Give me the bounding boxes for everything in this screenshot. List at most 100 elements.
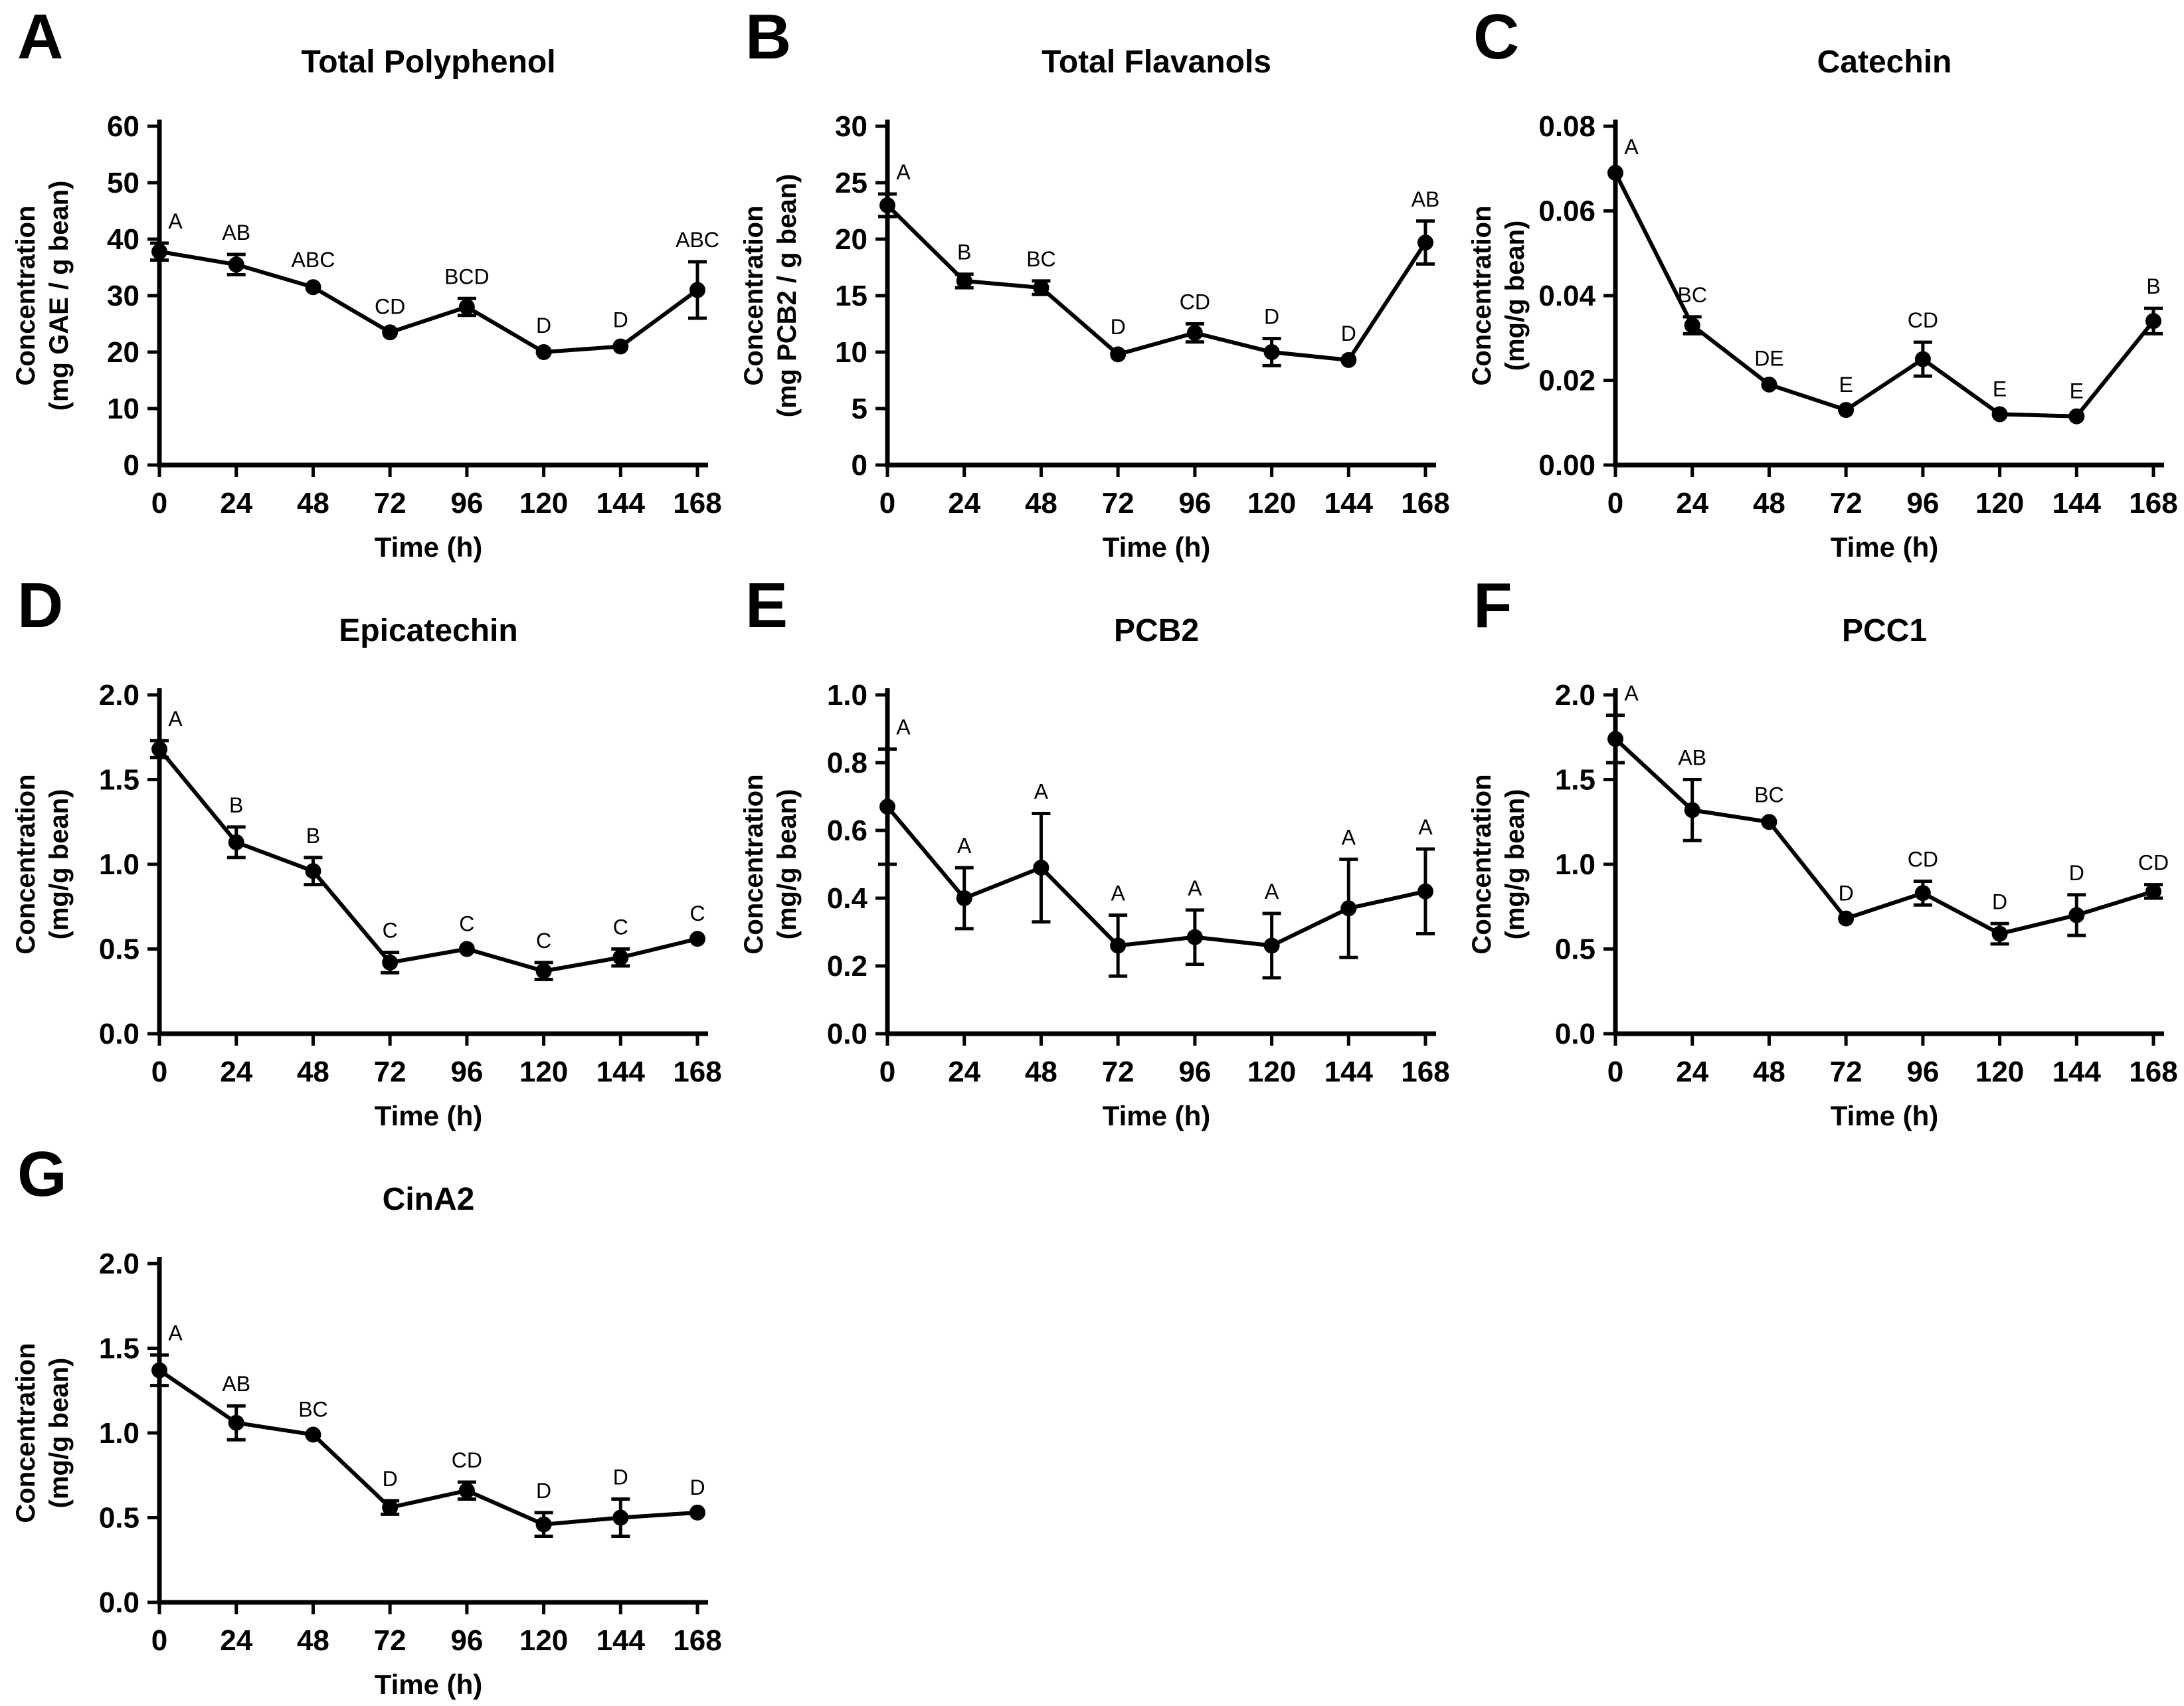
svg-text:120: 120 (1247, 1056, 1296, 1088)
svg-text:25: 25 (835, 167, 867, 199)
svg-text:ABC: ABC (292, 248, 335, 272)
svg-text:BC: BC (1677, 283, 1706, 307)
svg-text:0.5: 0.5 (1555, 933, 1595, 966)
svg-text:120: 120 (1247, 487, 1296, 520)
svg-text:A: A (168, 1321, 183, 1345)
panel-letter-d: D (17, 570, 64, 641)
svg-text:C: C (459, 911, 474, 935)
svg-text:D: D (1264, 305, 1279, 329)
svg-text:0: 0 (1607, 487, 1623, 520)
svg-text:0: 0 (852, 449, 867, 482)
svg-text:D: D (689, 1475, 705, 1499)
svg-text:72: 72 (374, 1056, 407, 1088)
panel-letter-e: E (745, 570, 788, 641)
svg-text:D: D (1992, 890, 2007, 913)
svg-text:D: D (1839, 882, 1854, 905)
line-chart-total-polyphenol: 0 10 20 30 40 50 60 0 24 48 72 96 120 144 168 Time (h) C… (11, 110, 722, 563)
svg-text:0.06: 0.06 (1538, 195, 1595, 228)
svg-text:0: 0 (879, 1056, 895, 1088)
svg-text:120: 120 (1975, 1056, 2024, 1088)
svg-text:D: D (2069, 861, 2084, 885)
svg-text:48: 48 (297, 1056, 329, 1088)
svg-text:E: E (2070, 379, 2084, 403)
svg-text:0.2: 0.2 (827, 950, 867, 983)
panel-e: E PCB2 0.0 0.2 0.4 0.6 0.8 1.0 0 24 48 72 96 120 144… (728, 569, 1456, 1137)
svg-text:0.5: 0.5 (99, 1502, 139, 1535)
svg-text:0.8: 0.8 (827, 747, 867, 779)
svg-text:Time (h): Time (h) (375, 531, 483, 563)
svg-text:144: 144 (1324, 487, 1374, 520)
svg-text:72: 72 (1102, 487, 1135, 520)
svg-text:D: D (383, 1467, 398, 1491)
svg-text:(mg/g bean): (mg/g bean) (45, 1358, 74, 1509)
svg-text:30: 30 (835, 110, 867, 143)
svg-text:10: 10 (107, 393, 139, 425)
svg-text:72: 72 (1102, 1056, 1135, 1088)
svg-text:(mg/g bean): (mg/g bean) (45, 789, 74, 940)
svg-text:48: 48 (1025, 487, 1057, 520)
svg-text:BCD: BCD (444, 264, 490, 288)
svg-text:A: A (1624, 682, 1639, 706)
svg-text:C: C (689, 901, 705, 925)
panel-a: A Total Polyphenol 0 10 20 30 40 50 60 0 24 48 72 9… (0, 0, 728, 569)
svg-text:96: 96 (450, 487, 483, 520)
panel-d: D Epicatechin 0.0 0.5 1.0 1.5 2.0 0 24 48 72 96 12… (0, 569, 728, 1137)
svg-text:96: 96 (1178, 1056, 1211, 1088)
svg-text:1.0: 1.0 (99, 1417, 139, 1450)
svg-text:D: D (613, 308, 628, 332)
svg-text:Concentration: Concentration (1467, 774, 1497, 954)
svg-text:BC: BC (1026, 247, 1055, 271)
svg-text:A: A (896, 715, 911, 739)
svg-text:48: 48 (1753, 1056, 1785, 1088)
svg-text:144: 144 (596, 1624, 646, 1657)
svg-text:ABC: ABC (676, 228, 719, 252)
svg-text:A: A (168, 707, 183, 731)
line-chart-catechin: 0.00 0.02 0.04 0.06 0.08 0 24 48 72 96 120 144 168 Ti… (1467, 110, 2178, 563)
svg-text:Concentration: Concentration (11, 774, 41, 954)
svg-text:A: A (168, 209, 183, 233)
svg-text:B: B (2146, 274, 2160, 298)
svg-text:144: 144 (596, 1056, 646, 1088)
chart-title-total-flavanols: Total Flavanols (1042, 45, 1271, 80)
svg-text:(mg GAE / g bean): (mg GAE / g bean) (45, 181, 74, 411)
svg-text:0.00: 0.00 (1538, 449, 1595, 482)
svg-text:D: D (1111, 315, 1126, 339)
svg-text:CD: CD (1908, 308, 1938, 332)
svg-text:1.5: 1.5 (99, 1333, 139, 1365)
svg-text:168: 168 (2129, 1056, 2177, 1088)
chart-title-pcb2: PCB2 (1113, 613, 1200, 648)
svg-text:24: 24 (220, 1056, 252, 1088)
svg-text:168: 168 (1401, 1056, 1449, 1088)
svg-text:168: 168 (673, 487, 721, 520)
svg-text:40: 40 (107, 223, 139, 256)
svg-text:0: 0 (124, 449, 139, 482)
svg-text:144: 144 (2052, 1056, 2102, 1088)
svg-text:96: 96 (1178, 487, 1211, 520)
line-chart-epicatechin: 0.0 0.5 1.0 1.5 2.0 0 24 48 72 96 120 144 168 Time (h… (11, 679, 722, 1131)
chart-title-epicatechin: Epicatechin (339, 613, 518, 648)
svg-text:AB: AB (222, 1372, 250, 1396)
svg-text:48: 48 (297, 487, 329, 520)
svg-text:0.0: 0.0 (1555, 1018, 1595, 1050)
svg-text:CD: CD (1908, 848, 1938, 872)
svg-text:120: 120 (1975, 487, 2024, 520)
chart-title-pcc1: PCC1 (1841, 613, 1928, 648)
svg-text:(mg/g bean): (mg/g bean) (773, 789, 802, 940)
svg-text:24: 24 (948, 1056, 980, 1088)
svg-text:A: A (1034, 780, 1049, 804)
svg-text:96: 96 (1906, 1056, 1939, 1088)
svg-text:168: 168 (673, 1624, 721, 1657)
chart-title-catechin: Catechin (1817, 45, 1952, 80)
svg-text:48: 48 (297, 1624, 329, 1657)
svg-text:2.0: 2.0 (99, 679, 139, 711)
svg-text:(mg PCB2 / g bean): (mg PCB2 / g bean) (773, 174, 802, 418)
svg-text:15: 15 (835, 280, 867, 312)
svg-text:0.4: 0.4 (827, 882, 868, 915)
panel-letter-a: A (17, 1, 64, 72)
svg-text:2.0: 2.0 (1555, 679, 1595, 711)
panel-letter-g: G (17, 1139, 67, 1210)
svg-text:Concentration: Concentration (739, 774, 769, 954)
svg-text:CD: CD (375, 294, 405, 318)
svg-text:1.0: 1.0 (99, 848, 139, 881)
